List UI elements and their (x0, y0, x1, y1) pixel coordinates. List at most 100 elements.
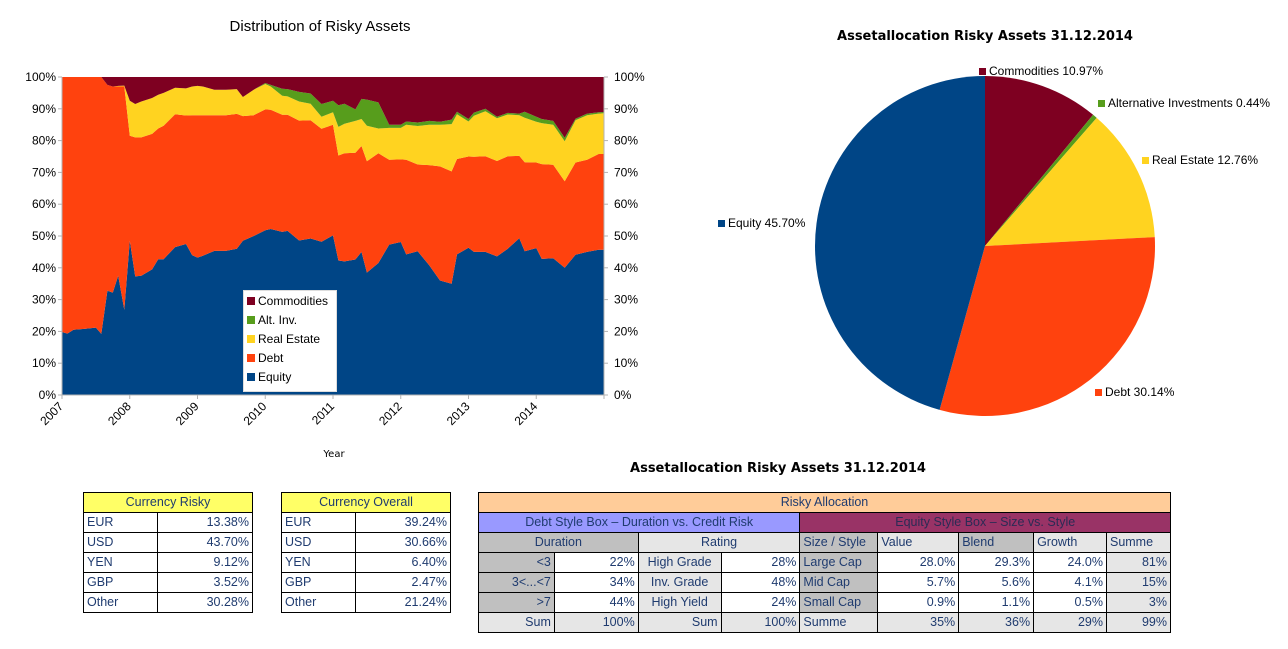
area-series-real-estate (62, 77, 604, 182)
value-cell: 30.28% (156, 592, 254, 613)
sum-cell: 15% (1105, 572, 1172, 593)
size-label: Large Cap (799, 552, 879, 573)
blend-cell: 29.3% (958, 552, 1035, 573)
size-label: Mid Cap (799, 572, 879, 593)
risky-allocation-table: Risky Allocation Debt Style Box – Durati… (477, 492, 1172, 633)
rating-label: Inv. Grade (637, 572, 722, 593)
pie-chart-title: Assetallocation Risky Assets 31.12.2014 (837, 29, 1133, 44)
currency-cell: EUR (281, 512, 356, 533)
rating-header: Rating (637, 532, 801, 553)
y-tick-label-left: 60% (32, 197, 56, 211)
growth-cell: 0.5% (1033, 592, 1107, 613)
y-tick-label-left: 20% (32, 324, 56, 338)
currency-cell: USD (281, 532, 356, 553)
pie-swatch-equity (718, 219, 725, 227)
size-style-header: Size / Style (799, 532, 879, 553)
currency-overall-table: Currency Overall EUR 39.24% USD 30.66% YEN… (281, 492, 452, 613)
pie-label-alt-inv: Alternative Investments 0.44% (1098, 96, 1270, 110)
growth-cell: 4.1% (1033, 572, 1107, 593)
pie-slice-real-estate (985, 117, 1155, 246)
duration-value: 22% (553, 552, 639, 573)
y-tick-label-left: 0% (39, 388, 57, 402)
y-tick-label-left: 30% (32, 293, 56, 307)
value-sum-cell: 35% (877, 612, 960, 633)
area-chart: 0% 0% 10% 10% 20% 20% 30% 30% 40% 40% 50% 50% 60% 60%… (25, 70, 645, 460)
rating-value: 28% (720, 552, 801, 573)
total-sum-cell: 99% (1105, 612, 1172, 633)
area-chart-title: Distribution of Risky Assets (229, 18, 411, 35)
rating-value: 48% (720, 572, 801, 593)
value-header: Value (877, 532, 960, 553)
blend-cell: 5.6% (958, 572, 1035, 593)
pie-label-text: Real Estate 12.76% (1152, 153, 1259, 167)
table-row: YEN 6.40% (281, 552, 452, 573)
y-tick-label-left: 40% (32, 261, 56, 275)
y-tick-label-left: 80% (32, 134, 56, 148)
value-cell: 39.24% (354, 512, 452, 533)
value-cell: 0.9% (877, 592, 960, 613)
rating-label: High Grade (637, 552, 722, 573)
currency-cell: GBP (83, 572, 158, 593)
x-tick-label: 2011 (309, 399, 337, 427)
size-label: Small Cap (799, 592, 879, 613)
rating-sum-value: 100% (720, 612, 801, 633)
currency-risky-title: Currency Risky (83, 492, 253, 513)
pie-swatch-commodities (979, 67, 986, 75)
currency-cell: YEN (83, 552, 158, 573)
x-tick-label: 2007 (37, 399, 66, 428)
rating-value: 24% (720, 592, 801, 613)
legend-item-debt: Debt (244, 348, 336, 367)
y-tick-label-right: 80% (614, 134, 638, 148)
legend-swatch-alt-inv (247, 315, 255, 324)
value-cell: 30.66% (354, 532, 452, 553)
y-tick-label-right: 90% (614, 102, 638, 116)
pie-slice-alternative-investments (985, 114, 1097, 246)
currency-overall-title: Currency Overall (281, 492, 451, 513)
value-cell: 5.7% (877, 572, 960, 593)
table-row: 3<...<7 34% Inv. Grade 48% Mid Cap 5.7% … (478, 572, 1172, 593)
table-row: EUR 39.24% (281, 512, 452, 533)
pie-label-equity: Equity 45.70% (718, 216, 805, 230)
debt-style-box-title: Debt Style Box – Duration vs. Credit Ris… (477, 512, 801, 533)
table-row: >7 44% High Yield 24% Small Cap 0.9% 1.1… (478, 592, 1172, 613)
value-cell: 28.0% (877, 552, 960, 573)
currency-cell: Other (83, 592, 158, 613)
value-cell: 43.70% (156, 532, 254, 553)
rating-label: High Yield (637, 592, 722, 613)
duration-value: 34% (553, 572, 639, 593)
legend-item-equity: Equity (244, 367, 336, 386)
y-tick-label-right: 40% (614, 261, 638, 275)
y-tick-label-right: 50% (614, 229, 638, 243)
y-tick-label-right: 100% (614, 70, 645, 84)
pie-label-real-estate: Real Estate 12.76% (1142, 153, 1258, 167)
legend-label: Alt. Inv. (258, 312, 298, 327)
y-tick-label-left: 70% (32, 165, 56, 179)
x-tick-label: 2008 (105, 399, 134, 428)
x-tick-label: 2009 (173, 399, 202, 428)
growth-header: Growth (1033, 532, 1107, 553)
duration-label: 3<...<7 (478, 572, 555, 593)
growth-sum-cell: 29% (1033, 612, 1107, 633)
pie-swatch-debt (1095, 388, 1102, 396)
value-cell: 6.40% (354, 552, 452, 573)
table-row: GBP 2.47% (281, 572, 452, 593)
allocation-title: Assetallocation Risky Assets 31.12.2014 (630, 461, 926, 476)
pie-swatch-alt-inv (1098, 99, 1105, 107)
legend-item-commodities: Commodities (244, 291, 336, 310)
legend-swatch-equity (247, 372, 255, 381)
sum-cell: 3% (1105, 592, 1172, 613)
currency-cell: Other (281, 592, 356, 613)
legend-label: Debt (258, 350, 284, 365)
legend-label: Equity (258, 369, 292, 384)
pie-slice-commodities (985, 76, 1094, 246)
y-tick-label-left: 10% (32, 356, 56, 370)
currency-cell: EUR (83, 512, 158, 533)
area-series-debt (62, 77, 604, 334)
pie-label-text: Commodities 10.97% (989, 64, 1104, 78)
equity-style-box-title: Equity Style Box – Size vs. Style (799, 512, 1171, 533)
value-cell: 13.38% (156, 512, 254, 533)
y-tick-label-right: 60% (614, 197, 638, 211)
value-cell: 2.47% (354, 572, 452, 593)
summe-label: Summe (799, 612, 879, 633)
sum-cell: 81% (1105, 552, 1172, 573)
